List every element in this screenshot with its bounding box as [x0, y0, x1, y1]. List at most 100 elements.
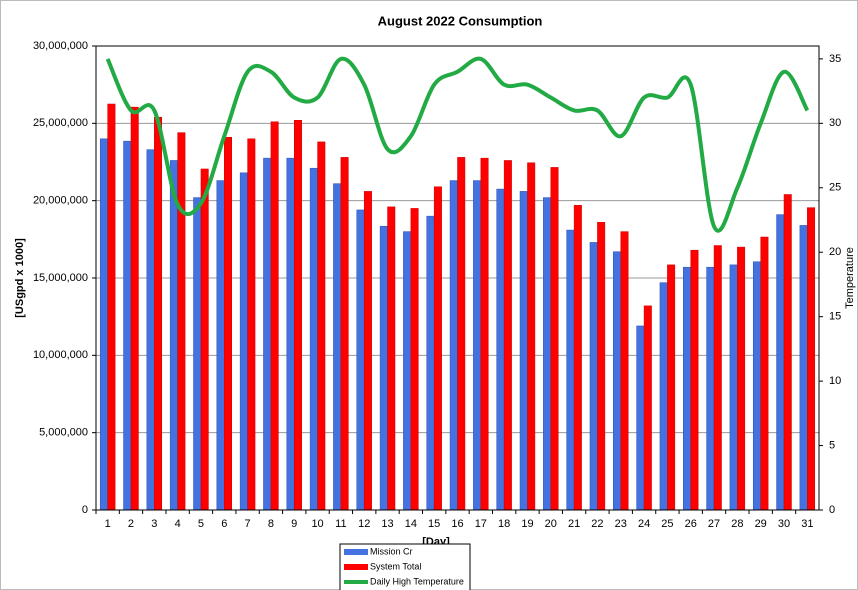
x-tick-label: 7 [245, 518, 251, 530]
bar [496, 188, 505, 511]
bar [807, 207, 816, 511]
y-tick-label: 15,000,000 [33, 272, 88, 284]
bar [729, 264, 738, 511]
bar [457, 157, 466, 511]
bar [146, 149, 155, 511]
bar [543, 197, 552, 511]
bar [270, 121, 279, 511]
legend-label: Daily High Temperature [370, 576, 464, 586]
legend-swatch [344, 549, 368, 555]
x-tick-label: 6 [221, 518, 227, 530]
bar [293, 119, 302, 511]
x-tick-label: 2 [128, 518, 134, 530]
x-tick-label: 19 [521, 518, 533, 530]
chart-title: August 2022 Consumption [378, 13, 543, 28]
bar [597, 222, 606, 511]
bar [123, 140, 132, 511]
x-tick-label: 20 [545, 518, 557, 530]
bar [636, 325, 645, 511]
y2-tick-label: 15 [829, 311, 841, 323]
y-tick-label: 0 [82, 504, 88, 516]
bar [480, 157, 489, 511]
bar [309, 167, 318, 511]
y2-axis-label: Temperature [844, 247, 856, 309]
bar [503, 160, 512, 511]
y2-tick-label: 35 [829, 53, 841, 65]
bar [317, 141, 326, 511]
x-tick-label: 22 [591, 518, 603, 530]
x-tick-label: 13 [381, 518, 393, 530]
x-tick-label: 1 [105, 518, 111, 530]
x-tick-label: 30 [778, 518, 790, 530]
y2-tick-label: 20 [829, 246, 841, 258]
bar [169, 160, 178, 511]
bar [426, 215, 435, 511]
bar [333, 183, 342, 511]
y2-tick-label: 30 [829, 117, 841, 129]
x-tick-label: 3 [151, 518, 157, 530]
bar [449, 180, 458, 511]
x-tick-label: 31 [801, 518, 813, 530]
bar [690, 249, 699, 511]
x-tick-label: 11 [335, 518, 346, 530]
legend-swatch [344, 564, 368, 570]
bar [550, 167, 559, 511]
bar [200, 168, 209, 511]
bar [130, 106, 139, 511]
x-tick-label: 17 [475, 518, 487, 530]
bar [193, 197, 202, 511]
x-tick-label: 23 [615, 518, 627, 530]
x-tick-label: 29 [755, 518, 767, 530]
y-tick-label: 10,000,000 [33, 349, 88, 361]
x-tick-label: 18 [498, 518, 510, 530]
bar [783, 194, 792, 511]
y2-tick-label: 25 [829, 182, 841, 194]
x-tick-label: 14 [405, 518, 417, 530]
bar [387, 206, 396, 511]
x-tick-label: 21 [568, 518, 580, 530]
bar [706, 266, 715, 511]
bar [177, 132, 186, 511]
bar [752, 261, 761, 511]
y2-tick-label: 0 [829, 504, 835, 516]
bar [473, 180, 482, 511]
y2-tick-label: 5 [829, 439, 835, 451]
y-tick-label: 20,000,000 [33, 195, 88, 207]
y-tick-label: 30,000,000 [33, 40, 88, 52]
legend: Mission Cr System Total Daily High Tempera… [339, 543, 471, 590]
bar [737, 246, 746, 511]
temperature-line [105, 56, 810, 233]
bar [566, 229, 575, 511]
x-tick-label: 26 [685, 518, 697, 530]
x-tick-label: 28 [731, 518, 743, 530]
bar [216, 180, 225, 511]
x-tick-label: 9 [291, 518, 297, 530]
bar [527, 162, 536, 511]
bar [620, 231, 629, 511]
y-tick-label: 5,000,000 [39, 427, 88, 439]
x-tick-label: 27 [708, 518, 720, 530]
bar [224, 137, 232, 511]
bar [247, 138, 256, 511]
x-tick-label: 12 [358, 518, 370, 530]
bar [683, 266, 691, 511]
legend-label: Mission Cr [370, 546, 413, 556]
y2-tick-label: 10 [829, 375, 841, 387]
bar [363, 191, 372, 511]
bar [799, 225, 808, 511]
bar [154, 116, 163, 511]
bar [519, 191, 528, 511]
bar [659, 282, 668, 511]
bar [433, 186, 442, 511]
x-tick-label: 4 [175, 518, 181, 530]
bar [713, 245, 722, 511]
bar [379, 225, 388, 511]
x-tick-label: 25 [661, 518, 673, 530]
bar [573, 205, 582, 511]
bar [99, 138, 108, 511]
bar [410, 208, 419, 511]
x-tick-label: 8 [268, 518, 274, 530]
y-axis-label: [USgpd x 1000] [14, 238, 26, 318]
bar [667, 264, 676, 511]
